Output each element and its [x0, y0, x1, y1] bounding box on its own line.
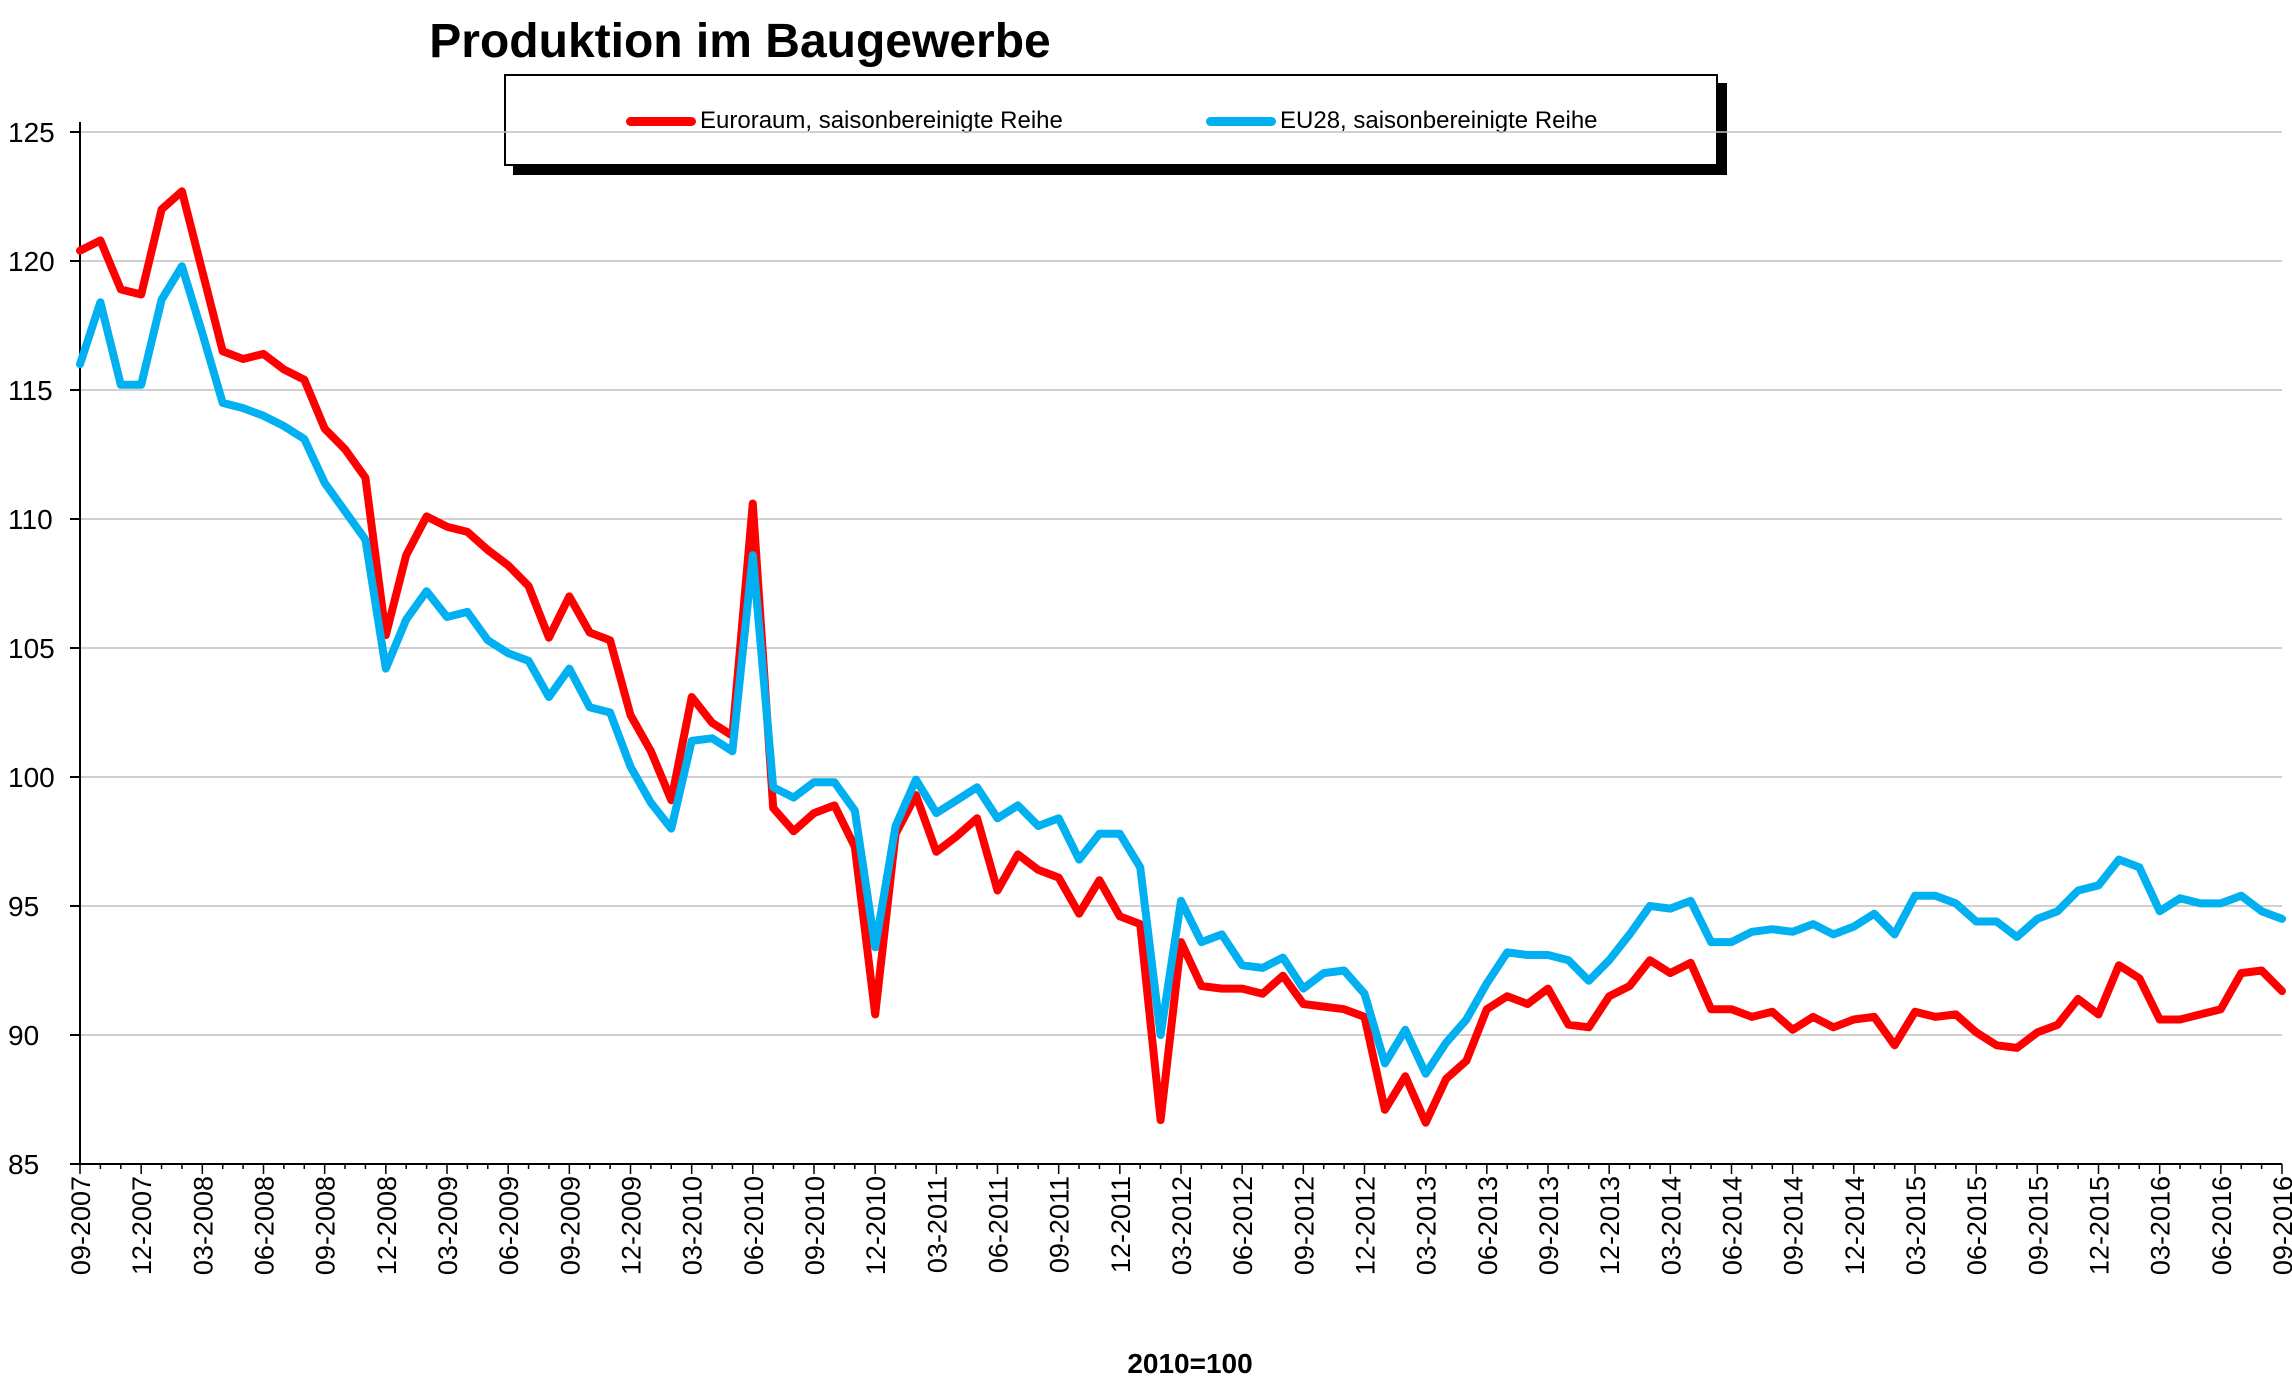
- x-tick-label: 06-2008: [250, 1176, 280, 1275]
- x-tick-label: 03-2009: [433, 1176, 463, 1275]
- legend-label-euroraum: Euroraum, saisonbereinigte Reihe: [700, 107, 1063, 134]
- x-axis-label: 2010=100: [1127, 1348, 1253, 1379]
- y-tick-label-90: 90: [8, 1020, 39, 1051]
- x-tick-label: 09-2013: [1534, 1176, 1564, 1275]
- x-tick-label: 09-2015: [2023, 1176, 2053, 1275]
- y-tick-label-100: 100: [8, 762, 55, 793]
- x-tick-label: 03-2015: [1901, 1176, 1931, 1275]
- x-tick-label: 06-2011: [984, 1176, 1014, 1273]
- y-tick-label-95: 95: [8, 891, 39, 922]
- x-tick-label: 06-2015: [1962, 1176, 1992, 1275]
- x-tick-label: 06-2013: [1473, 1176, 1503, 1275]
- x-tick-label: 06-2016: [2207, 1176, 2237, 1275]
- x-tick-label: 03-2008: [188, 1176, 218, 1275]
- legend: Euroraum, saisonbereinigte Reihe EU28, s…: [504, 74, 1718, 166]
- legend-swatch-eu28: [1206, 116, 1276, 126]
- x-tick-label: 09-2009: [555, 1176, 585, 1275]
- x-tick-label: 09-2014: [1779, 1176, 1809, 1275]
- x-tick-label: 03-2013: [1412, 1176, 1442, 1275]
- x-tick-label: 12-2015: [2085, 1176, 2115, 1275]
- x-tick-label: 12-2012: [1351, 1176, 1381, 1275]
- y-tick-label-115: 115: [8, 375, 53, 406]
- x-tick-label: 12-2013: [1595, 1176, 1625, 1275]
- y-tick-label-120: 120: [8, 246, 55, 277]
- y-tick-label-125: 125: [8, 117, 55, 148]
- x-tick-label: 06-2010: [739, 1176, 769, 1275]
- series-line-euroraum: [76, 187, 2286, 1127]
- x-tick-label: 12-2014: [1840, 1176, 1870, 1275]
- x-tick-label: 03-2016: [2146, 1176, 2176, 1275]
- x-tick-label: 12-2010: [861, 1176, 891, 1275]
- x-tick-label: 03-2014: [1656, 1176, 1686, 1275]
- x-tick-label: 12-2009: [617, 1176, 647, 1275]
- x-tick-label: 12-2011: [1106, 1176, 1136, 1273]
- x-tick-label: 09-2008: [311, 1176, 341, 1275]
- x-tick-label: 09-2012: [1289, 1176, 1319, 1275]
- x-tick-label: 03-2012: [1167, 1176, 1197, 1275]
- legend-label-eu28: EU28, saisonbereinigte Reihe: [1280, 107, 1598, 134]
- chart-title: Produktion im Baugewerbe: [429, 15, 1051, 68]
- legend-swatch-euroraum: [626, 116, 696, 126]
- x-tick-label: 06-2014: [1718, 1176, 1748, 1275]
- x-tick-label: 03-2010: [678, 1176, 708, 1275]
- y-tick-label-105: 105: [8, 633, 55, 664]
- x-tick-label: 06-2012: [1228, 1176, 1258, 1275]
- y-tick-label-110: 110: [8, 504, 53, 535]
- legend-item-euroraum: Euroraum, saisonbereinigte Reihe: [626, 106, 1063, 136]
- series-line-eu28: [76, 262, 2286, 1078]
- x-tick-label: 09-2011: [1045, 1176, 1075, 1273]
- legend-item-eu28: EU28, saisonbereinigte Reihe: [1206, 106, 1598, 136]
- y-tick-label-85: 85: [8, 1149, 39, 1180]
- x-tick-label: 06-2009: [494, 1176, 524, 1275]
- x-tick-label: 12-2008: [372, 1176, 402, 1275]
- x-tick-label: 09-2016: [2268, 1176, 2292, 1275]
- x-tick-label: 09-2010: [800, 1176, 830, 1275]
- x-tick-label: 09-2007: [66, 1176, 96, 1275]
- x-tick-label: 12-2007: [127, 1176, 157, 1275]
- x-tick-label: 03-2011: [922, 1176, 952, 1273]
